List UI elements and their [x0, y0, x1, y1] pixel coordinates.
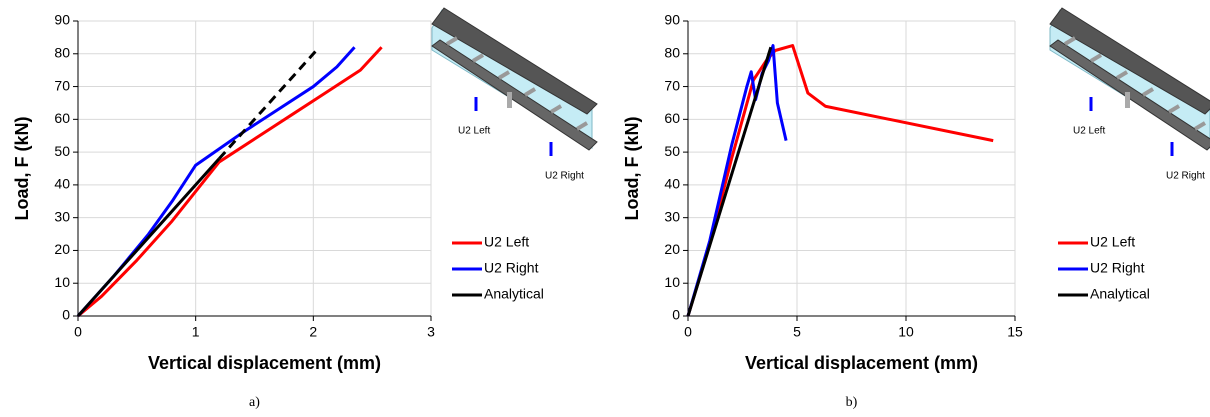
y-tick-label: 10: [664, 274, 680, 290]
beam-stud: [1141, 87, 1155, 97]
beam-stud: [575, 121, 589, 131]
beam-stud: [1063, 36, 1077, 46]
legend-label: Analytical: [1090, 286, 1150, 302]
x-tick-label: 0: [684, 324, 692, 340]
y-tick-label: 30: [664, 208, 680, 224]
legend-label: U2 Left: [1090, 234, 1135, 250]
y-tick-label: 40: [664, 176, 680, 192]
beam-support: [507, 92, 512, 108]
x-tick-label: 2: [309, 324, 317, 340]
x-tick-label: 3: [427, 324, 435, 340]
beam-stud: [1089, 53, 1103, 63]
y-tick-label: 30: [54, 208, 70, 224]
caption: b): [846, 395, 858, 410]
y-tick-label: 90: [54, 12, 70, 28]
beam-label: U2 Right: [545, 171, 584, 182]
x-tick-label: 5: [793, 324, 801, 340]
beam-bottom-flange: [431, 39, 598, 151]
y-tick-label: 20: [664, 241, 680, 257]
data-line: [686, 46, 773, 317]
beam-top-flange: [1049, 7, 1210, 115]
beam-stud: [549, 104, 563, 114]
beam-support: [1125, 92, 1130, 108]
beam-label: U2 Right: [1166, 171, 1205, 182]
x-axis-title: Vertical displacement (mm): [148, 353, 381, 373]
x-tick-label: 1: [192, 324, 200, 340]
y-tick-label: 70: [664, 77, 680, 93]
y-tick-label: 50: [664, 143, 680, 159]
beam-stud: [523, 87, 537, 97]
legend-label: U2 Right: [1090, 260, 1145, 276]
y-tick-label: 80: [664, 44, 680, 60]
beam-stud: [445, 36, 459, 46]
legend-label: U2 Left: [484, 234, 529, 250]
y-tick-label: 80: [54, 44, 70, 60]
data-line: [76, 157, 221, 318]
beam-stud: [1193, 121, 1207, 131]
beam-illustration: U2 Left U2 Right: [1049, 7, 1210, 182]
x-axis-title: Vertical displacement (mm): [745, 353, 978, 373]
caption: a): [249, 395, 260, 410]
beam-stud: [1115, 70, 1129, 80]
data-line: [218, 46, 321, 160]
legend-label: Analytical: [484, 286, 544, 302]
legend-label: U2 Right: [484, 260, 539, 276]
y-axis-title: Load, F (kN): [12, 117, 32, 221]
x-tick-label: 15: [1007, 324, 1023, 340]
y-tick-label: 60: [54, 110, 70, 126]
beam-label: U2 Left: [458, 126, 490, 137]
y-tick-label: 90: [664, 12, 680, 28]
x-tick-label: 0: [74, 324, 82, 340]
y-tick-label: 60: [664, 110, 680, 126]
y-tick-label: 20: [54, 241, 70, 257]
beam-illustration: U2 Left U2 Right: [431, 7, 598, 182]
y-tick-label: 50: [54, 143, 70, 159]
data-line: [77, 46, 383, 318]
y-tick-label: 0: [672, 307, 680, 323]
beam-stud: [1167, 104, 1181, 114]
beam-top-flange: [431, 7, 598, 115]
y-tick-label: 70: [54, 77, 70, 93]
y-tick-label: 10: [54, 274, 70, 290]
beam-stud: [471, 53, 485, 63]
beam-label: U2 Left: [1073, 126, 1105, 137]
y-tick-label: 0: [62, 307, 70, 323]
y-tick-label: 40: [54, 176, 70, 192]
y-axis-title: Load, F (kN): [622, 117, 642, 221]
beam-stud: [497, 70, 511, 80]
x-tick-label: 10: [898, 324, 914, 340]
